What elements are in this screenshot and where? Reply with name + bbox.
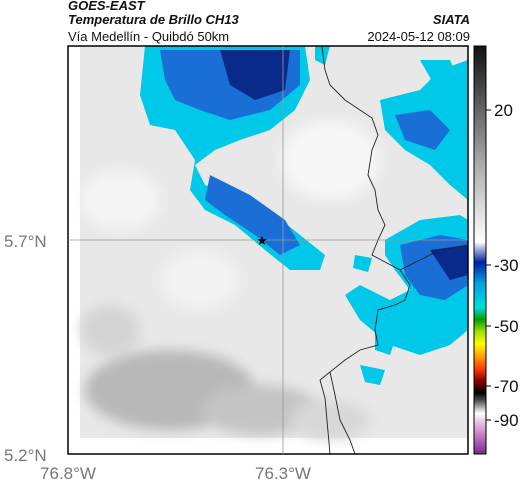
- y-tick-label: 5.7°N: [4, 232, 47, 251]
- agency-label: SIATA: [432, 12, 470, 27]
- borders: [319, 46, 468, 454]
- colorbar-tick: -90: [494, 411, 519, 430]
- map-field: [68, 46, 468, 454]
- colorbar-tick: 20: [494, 101, 513, 120]
- colorbar-tick: -50: [494, 317, 519, 336]
- cloud-top: [140, 46, 330, 270]
- x-tick-label: 76.3°W: [255, 464, 311, 483]
- product-title: Temperatura de Brillo CH13: [68, 12, 239, 27]
- datetime-label: 2024-05-12 08:09: [367, 29, 470, 44]
- cloud-right: [345, 60, 468, 385]
- map-frame: [67, 45, 469, 455]
- y-tick-label: 5.2°N: [4, 446, 47, 465]
- colorbar-tick: -30: [494, 256, 519, 275]
- satellite-title: GOES-EAST: [68, 0, 145, 13]
- colorbar: [473, 45, 487, 455]
- region-subtitle: Vía Medellín - Quibdó 50km: [68, 29, 230, 44]
- x-tick-label: 76.8°W: [40, 464, 96, 483]
- location-marker[interactable]: ★: [256, 233, 268, 248]
- colorbar-tick: -70: [494, 377, 519, 396]
